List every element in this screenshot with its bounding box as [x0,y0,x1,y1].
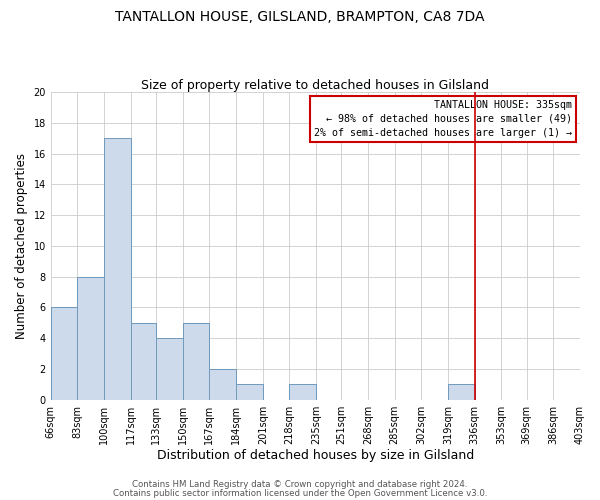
Text: TANTALLON HOUSE, GILSLAND, BRAMPTON, CA8 7DA: TANTALLON HOUSE, GILSLAND, BRAMPTON, CA8… [115,10,485,24]
Bar [236,384,263,400]
Bar [289,384,316,400]
Bar [51,308,77,400]
Y-axis label: Number of detached properties: Number of detached properties [15,153,28,339]
Text: TANTALLON HOUSE: 335sqm
← 98% of detached houses are smaller (49)
2% of semi-det: TANTALLON HOUSE: 335sqm ← 98% of detache… [314,100,572,138]
Bar [131,323,156,400]
X-axis label: Distribution of detached houses by size in Gilsland: Distribution of detached houses by size … [157,450,474,462]
Text: Contains HM Land Registry data © Crown copyright and database right 2024.: Contains HM Land Registry data © Crown c… [132,480,468,489]
Title: Size of property relative to detached houses in Gilsland: Size of property relative to detached ho… [142,79,490,92]
Bar [209,369,236,400]
Bar [77,276,104,400]
Bar [183,323,209,400]
Bar [448,384,475,400]
Text: Contains public sector information licensed under the Open Government Licence v3: Contains public sector information licen… [113,488,487,498]
Bar [156,338,183,400]
Bar [104,138,131,400]
